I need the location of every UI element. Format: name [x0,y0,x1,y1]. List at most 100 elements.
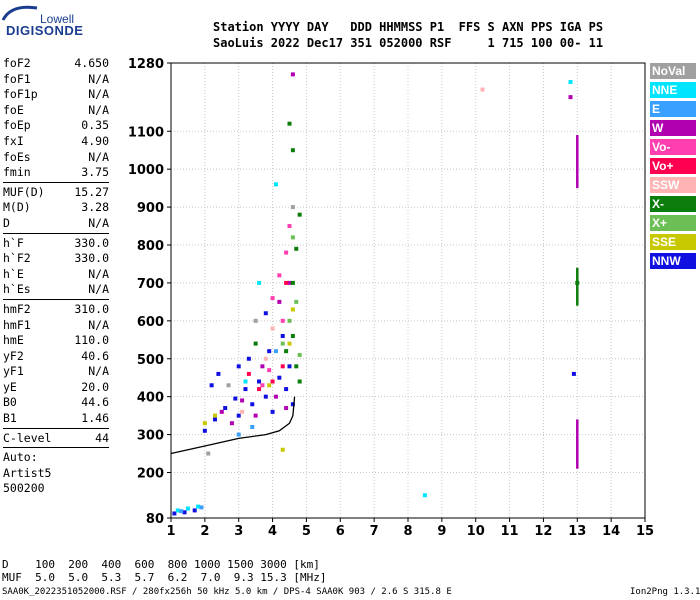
parameter-name: yF2 [3,348,24,363]
echo-point [175,508,180,513]
echo-point [243,387,248,392]
y-tick-label: 500 [137,353,164,368]
clevel-value: 44 [95,430,109,445]
echo-point [297,379,302,384]
echo-point [260,364,265,369]
echo-point [290,402,295,407]
echo-point [229,421,234,426]
echo-point [226,383,231,388]
echo-point [290,280,295,285]
echo-point [253,341,258,346]
echo-point [284,349,289,354]
echo-point [294,299,299,304]
auto-artist: Artist5 [3,465,52,480]
parameter-name: h`Es [3,282,31,297]
parameter-value: N/A [88,364,109,379]
echo-point [290,235,295,240]
x-tick-label: 10 [467,524,485,539]
echo-point [243,379,248,384]
echo-point [575,280,580,285]
parameter-value: 330.0 [74,251,109,266]
x-tick-label: 8 [403,524,412,539]
x-tick-label: 2 [200,524,209,539]
echo-point [568,79,573,84]
parameter-value: 44.6 [81,395,109,410]
parameter-row: hmF2 310.0 [3,302,109,318]
echo-point [290,205,295,210]
parameter-name: hmF1 [3,317,31,332]
footer-info: SAA0K_2022351052000.RSF / 280fx256h 50 k… [2,587,452,597]
x-tick-label: 13 [568,524,586,539]
legend-item: Vo+ [650,158,696,174]
parameter-name: foF1 [3,71,31,86]
echo-point [270,326,275,331]
echo-point [246,371,251,376]
legend-item: Vo- [650,139,696,155]
echo-point [270,379,275,384]
echo-point [192,508,197,513]
parameter-value: N/A [88,149,109,164]
y-tick-label: 900 [137,201,164,216]
legend-item: SSW [650,177,696,193]
auto-code: 500200 [3,481,45,496]
parameter-name: yE [3,379,17,394]
echo-point [280,447,285,452]
parameter-row: B1 1.46 [3,411,109,427]
parameter-value: 40.6 [81,348,109,363]
echo-point [219,409,224,414]
echo-point [287,341,292,346]
echo-point [202,421,207,426]
parameter-panel: foF2 4.650 foF1 N/A foF1p N/A foE N/A foEp 0.35 fx… [3,56,109,497]
parameter-row: h`F 330.0 [3,236,109,252]
parameter-row: hmF1 N/A [3,318,109,334]
echo-point [277,375,282,380]
x-tick-label: 9 [437,524,446,539]
logo-top-text: Lowell [40,12,75,26]
separator [3,181,109,183]
echo-point [280,364,285,369]
y-tick-label: 600 [137,315,164,330]
parameter-value: 4.90 [81,133,109,148]
parameter-value: N/A [88,215,109,230]
echo-point [263,311,268,316]
legend-item: NNW [650,253,696,269]
echo-point [253,413,258,418]
distance-row: D 100 200 400 600 800 1000 1500 3000 [km… [2,558,320,571]
parameter-value: 1.46 [81,411,109,426]
parameter-value: 330.0 [74,235,109,250]
echo-point [297,352,302,357]
parameter-value: 0.35 [81,118,109,133]
legend-item: NoVal [650,63,696,79]
echo-point [273,182,278,187]
x-tick-label: 15 [636,524,654,539]
parameter-row: fxI 4.90 [3,134,109,150]
parameter-name: fxI [3,133,24,148]
echo-point [267,368,272,373]
parameter-name: yF1 [3,364,24,379]
parameter-value: 3.28 [81,200,109,215]
echo-point [294,364,299,369]
y-tick-label: 800 [137,239,164,254]
parameter-row: yE 20.0 [3,380,109,396]
parameter-value: N/A [88,282,109,297]
echo-point [213,413,218,418]
y-tick-label: 1000 [128,163,164,178]
parameter-group-4: hmF2 310.0 hmF1 N/A hmE 110.0 yF2 40.6 yF1 N/A yE 2… [3,302,109,427]
x-tick-label: 11 [501,524,519,539]
echo-point [209,383,214,388]
separator [3,447,109,449]
parameter-row: D N/A [3,216,109,232]
parameter-group-3: h`F 330.0 h`F2 330.0 h`E N/A h`Es N/A [3,236,109,298]
x-tick-label: 6 [336,524,345,539]
echo-point [263,356,268,361]
x-tick-label: 14 [602,524,620,539]
parameter-row: B0 44.6 [3,395,109,411]
parameter-name: MUF(D) [3,184,45,199]
y-tick-label: 400 [137,391,164,406]
legend-item: SSE [650,234,696,250]
echo-point [263,394,268,399]
echo-point [422,493,427,498]
parameter-value: N/A [88,266,109,281]
echo-point [257,387,262,392]
echo-point [250,402,255,407]
